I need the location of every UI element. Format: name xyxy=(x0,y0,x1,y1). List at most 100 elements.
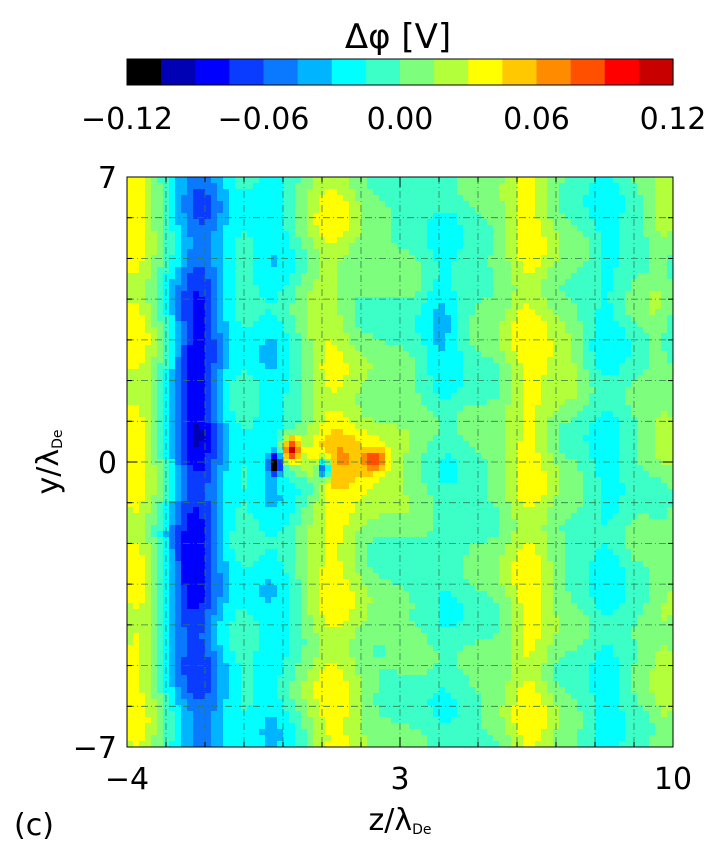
field-cell xyxy=(307,375,314,382)
field-cell xyxy=(295,495,302,502)
field-cell xyxy=(523,333,530,340)
field-cell xyxy=(229,225,236,232)
field-cell xyxy=(565,495,572,502)
field-cell xyxy=(541,453,548,460)
field-cell xyxy=(145,417,152,424)
field-cell xyxy=(511,447,518,454)
field-cell xyxy=(667,267,674,274)
field-cell xyxy=(577,309,584,316)
field-cell xyxy=(361,201,368,208)
field-cell xyxy=(451,351,458,358)
field-cell xyxy=(637,417,644,424)
field-cell xyxy=(157,321,164,328)
field-cell xyxy=(199,333,206,340)
field-cell xyxy=(655,243,662,250)
field-cell xyxy=(499,195,506,202)
field-cell xyxy=(127,375,134,382)
field-cell xyxy=(499,327,506,334)
field-cell xyxy=(373,303,380,310)
field-cell xyxy=(637,459,644,466)
field-cell xyxy=(181,213,188,220)
field-cell xyxy=(223,249,230,256)
field-cell xyxy=(241,465,248,472)
field-cell xyxy=(541,225,548,232)
field-cell xyxy=(253,285,260,292)
field-cell xyxy=(523,447,530,454)
field-cell xyxy=(223,327,230,334)
field-cell xyxy=(361,267,368,274)
field-cell xyxy=(421,399,428,406)
field-cell xyxy=(517,213,524,220)
field-cell xyxy=(655,429,662,436)
field-cell xyxy=(613,195,620,202)
field-cell xyxy=(247,243,254,250)
field-cell xyxy=(601,273,608,280)
field-cell xyxy=(361,255,368,262)
field-cell xyxy=(169,267,176,274)
field-cell xyxy=(319,453,326,460)
field-cell xyxy=(361,297,368,304)
field-cell xyxy=(313,393,320,400)
field-cell xyxy=(445,237,452,244)
field-cell xyxy=(493,321,500,328)
field-cell xyxy=(487,417,494,424)
field-cell xyxy=(505,435,512,442)
field-cell xyxy=(127,273,134,280)
field-cell xyxy=(253,495,260,502)
field-cell xyxy=(151,453,158,460)
field-cell xyxy=(223,357,230,364)
field-cell xyxy=(145,357,152,364)
field-cell xyxy=(511,471,518,478)
field-cell xyxy=(433,393,440,400)
field-cell xyxy=(319,279,326,286)
field-cell xyxy=(385,285,392,292)
field-cell xyxy=(205,255,212,262)
field-cell xyxy=(421,483,428,490)
field-cell xyxy=(439,387,446,394)
field-cell xyxy=(463,243,470,250)
field-cell xyxy=(523,201,530,208)
field-cell xyxy=(283,189,290,196)
field-cell xyxy=(289,399,296,406)
field-cell xyxy=(367,309,374,316)
field-cell xyxy=(439,441,446,448)
field-cell xyxy=(379,309,386,316)
field-cell xyxy=(247,273,254,280)
field-cell xyxy=(349,381,356,388)
field-cell xyxy=(367,489,374,496)
field-cell xyxy=(337,363,344,370)
field-cell xyxy=(157,315,164,322)
field-cell xyxy=(391,363,398,370)
field-cell xyxy=(517,387,524,394)
field-cell xyxy=(517,447,524,454)
field-cell xyxy=(439,309,446,316)
field-cell xyxy=(613,369,620,376)
field-cell xyxy=(505,363,512,370)
field-cell xyxy=(409,231,416,238)
field-cell xyxy=(235,501,242,508)
field-cell xyxy=(625,465,632,472)
field-cell xyxy=(271,177,278,184)
field-cell xyxy=(151,393,158,400)
field-cell xyxy=(403,303,410,310)
field-cell xyxy=(481,453,488,460)
field-cell xyxy=(223,237,230,244)
field-cell xyxy=(439,345,446,352)
field-cell xyxy=(511,369,518,376)
field-cell xyxy=(661,213,668,220)
field-cell xyxy=(391,429,398,436)
field-cell xyxy=(571,387,578,394)
field-cell xyxy=(319,435,326,442)
colorbar-swatch xyxy=(161,59,196,85)
field-cell xyxy=(505,291,512,298)
field-cell xyxy=(355,345,362,352)
field-cell xyxy=(583,387,590,394)
field-cell xyxy=(259,237,266,244)
field-cell xyxy=(211,495,218,502)
field-cell xyxy=(307,243,314,250)
field-cell xyxy=(493,423,500,430)
field-cell xyxy=(211,501,218,508)
field-cell xyxy=(265,237,272,244)
field-cell xyxy=(619,441,626,448)
field-cell xyxy=(583,417,590,424)
